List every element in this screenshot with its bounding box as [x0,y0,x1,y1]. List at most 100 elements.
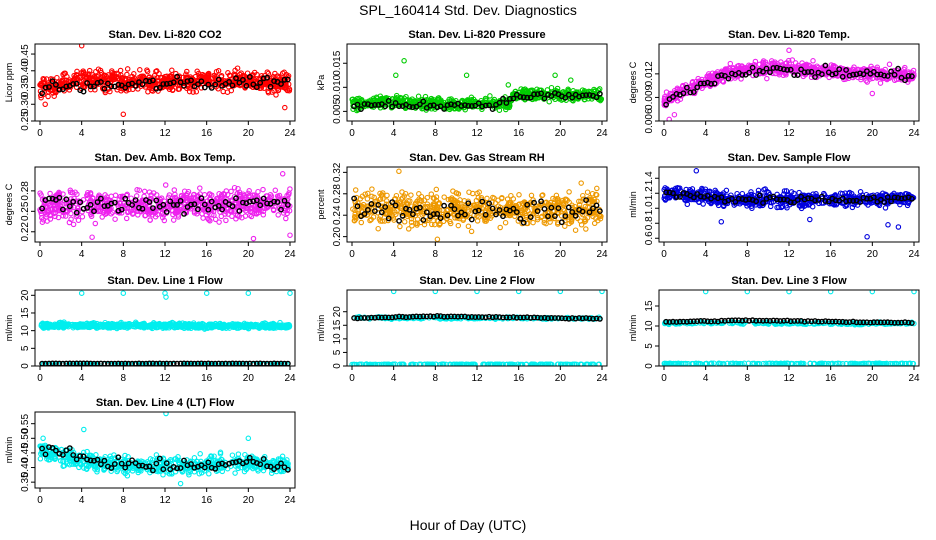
data-point [558,219,565,226]
data-point [508,192,514,199]
data-point [184,68,190,75]
data-point [895,65,901,72]
data-point [371,102,378,108]
data-point [226,79,233,85]
data-point [255,188,261,195]
data-point [170,202,177,208]
data-point [378,209,385,216]
data-point [562,213,569,220]
data-point [452,197,458,204]
x-tick-label: 20 [867,249,879,260]
data-point [92,87,98,93]
data-point [70,198,77,205]
data-point [484,195,490,202]
data-point [408,219,415,225]
data-point [787,66,794,73]
data-point [524,201,531,208]
x-tick-label: 20 [243,249,255,260]
data-point [568,77,574,83]
data-point [450,188,456,194]
data-point [746,196,753,203]
data-point [455,212,461,219]
data-point [209,207,215,214]
data-point [105,196,111,203]
plot-area [37,44,293,118]
data-point [257,79,264,86]
x-tick-label: 8 [121,249,127,260]
data-point [218,192,225,198]
data-point [520,94,527,101]
data-point [112,216,118,222]
data-point [891,71,898,78]
data-point [146,211,152,217]
data-point [252,203,258,209]
data-point [351,213,358,220]
data-point [565,91,572,98]
data-point [194,206,201,213]
data-point [786,47,792,54]
data-point [198,195,205,202]
data-point [146,199,153,205]
data-point [451,206,458,213]
data-point [191,201,198,208]
data-point [115,81,122,88]
data-point [41,76,47,83]
chart-panel: Stan. Dev. Li-820 Temp.0 4 8 12 16 20 240.0060… [628,29,920,139]
data-point [246,74,253,80]
data-point [154,211,161,218]
x-tick-label: 24 [908,249,920,260]
y-tick-label: 0.006 [644,108,655,133]
data-point [444,102,451,109]
x-tick-label: 12 [783,128,795,139]
data-point [406,103,413,110]
data-point [257,202,264,209]
data-point [909,73,915,80]
data-point [531,91,537,98]
data-point [690,194,697,201]
x-tick-label: 8 [433,128,439,139]
data-point [132,83,139,89]
data-point [524,94,531,101]
data-point [679,87,686,94]
data-point [531,199,537,206]
data-point [118,206,125,213]
data-point [198,85,205,91]
data-point [476,189,482,195]
data-point [846,197,853,204]
data-point [89,234,95,240]
data-point [586,92,593,98]
data-point [496,107,503,113]
data-point [510,95,517,102]
data-point [690,89,697,95]
data-point [154,74,161,81]
data-point [47,190,53,197]
data-point [560,201,567,208]
data-point [80,88,87,95]
data-point [233,75,239,82]
data-point [206,217,212,223]
data-point [732,198,739,205]
y-tick-label: 0.015 [332,50,343,75]
data-point [430,211,437,218]
data-point [424,194,431,201]
data-point [423,209,430,216]
x-tick-label: 0 [37,128,43,139]
data-point [105,80,111,87]
data-point [45,207,52,214]
data-point [396,217,402,224]
data-point [180,74,186,81]
data-point [864,68,870,75]
data-point [67,187,74,194]
data-point [163,81,170,87]
data-point [787,193,794,200]
data-point [491,195,497,202]
data-point [701,80,708,87]
data-point [187,199,194,205]
data-point [60,206,66,213]
data-point [205,81,212,88]
x-tick-label: 20 [867,128,879,139]
x-tick-label: 12 [471,249,483,260]
data-point [108,83,115,90]
data-point [503,106,509,113]
